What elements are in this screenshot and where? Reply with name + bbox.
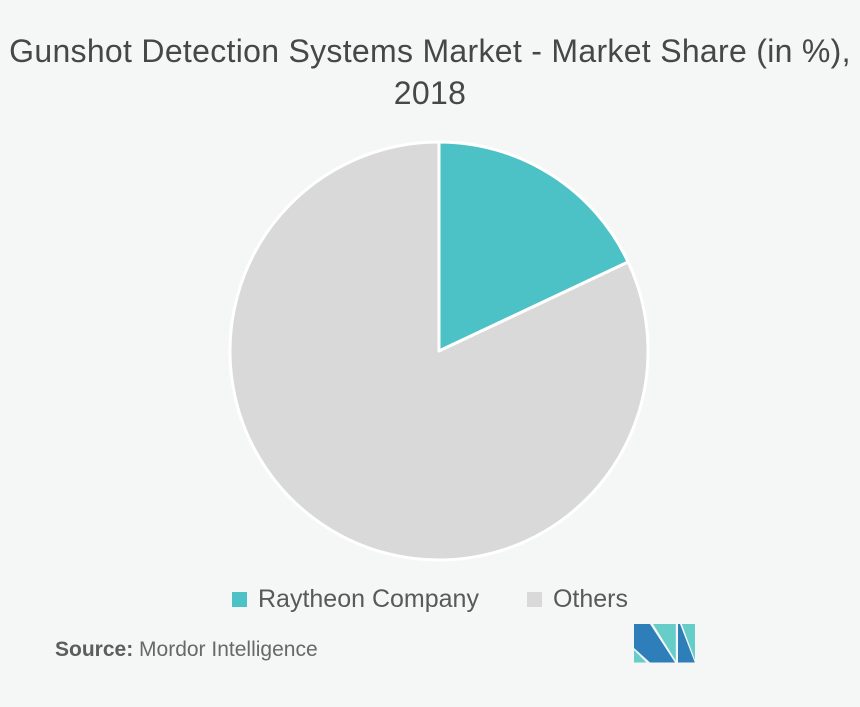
legend-label-others: Others: [552, 585, 628, 613]
legend-label-raytheon: Raytheon Company: [258, 585, 479, 613]
chart-title-line2: 2018: [393, 75, 467, 111]
mordor-intelligence-logo: [634, 624, 695, 663]
pie-slice-raytheon-company: [437, 140, 630, 353]
legend-swatch-raytheon: [232, 591, 247, 607]
chart-legend: Raytheon Company Others: [0, 584, 860, 614]
pie-chart-svg: [228, 140, 650, 562]
source-text: Mordor Intelligence: [139, 638, 318, 661]
source-attribution: Source: Mordor Intelligence: [55, 638, 318, 662]
source-label: Source:: [55, 638, 134, 661]
chart-title-line1: Gunshot Detection Systems Market - Marke…: [9, 33, 851, 69]
legend-item-raytheon: Raytheon Company: [232, 585, 479, 613]
pie-slice-others: [228, 140, 650, 562]
legend-item-others: Others: [526, 585, 628, 613]
mordor-logo-icon: [634, 624, 695, 663]
legend-swatch-others: [526, 591, 542, 607]
chart-title: Gunshot Detection Systems Market - Marke…: [0, 30, 860, 114]
pie-chart: [222, 134, 656, 568]
